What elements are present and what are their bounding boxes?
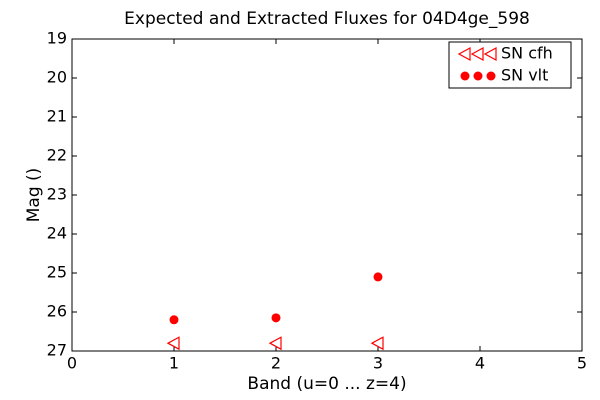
y-tick-label: 24: [47, 224, 67, 243]
y-tick-label: 23: [47, 185, 67, 204]
y-tick-label: 21: [47, 107, 67, 126]
legend-label: SN vlt: [501, 66, 548, 85]
point: [166, 336, 180, 351]
legend-marker: [457, 46, 471, 62]
point: [370, 336, 384, 351]
y-tick-label: 22: [47, 146, 67, 165]
x-tick-label: 1: [169, 354, 179, 373]
x-axis-label: Band (u=0 ... z=4): [247, 374, 406, 394]
legend-box: [448, 41, 572, 89]
x-tick-label: 3: [373, 354, 383, 373]
y-tick-label: 26: [47, 302, 67, 321]
x-tick-label: 4: [475, 354, 485, 373]
x-tick-label: 0: [67, 354, 77, 373]
y-axis-label: Mag (): [24, 168, 44, 223]
x-tick-label: 2: [271, 354, 281, 373]
legend-label: SN cfh: [501, 44, 553, 63]
legend-marker: [460, 71, 470, 81]
legend-marker: [470, 46, 484, 62]
x-tick-label: 5: [577, 354, 587, 373]
point: [271, 313, 281, 323]
legend-marker: [486, 71, 496, 81]
point: [268, 336, 282, 351]
legend: SN cfh SN vlt: [448, 41, 572, 89]
point: [373, 272, 383, 282]
chart-title: Expected and Extracted Fluxes for 04D4ge…: [124, 9, 530, 29]
y-tick-label: 19: [47, 29, 67, 48]
point: [169, 315, 179, 325]
y-tick-label: 20: [47, 68, 67, 87]
legend-marker: [483, 46, 497, 62]
plot-area: [71, 38, 583, 352]
legend-marker: [473, 71, 483, 81]
y-tick-label: 25: [47, 263, 67, 282]
y-tick-label: 27: [47, 341, 67, 360]
